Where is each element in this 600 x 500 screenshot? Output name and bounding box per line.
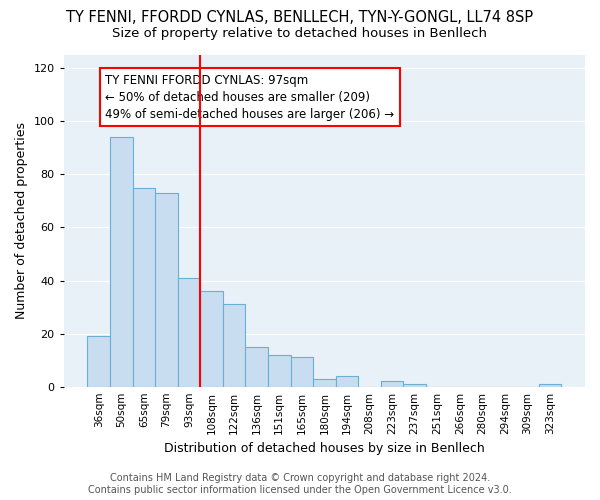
Text: TY FENNI, FFORDD CYNLAS, BENLLECH, TYN-Y-GONGL, LL74 8SP: TY FENNI, FFORDD CYNLAS, BENLLECH, TYN-Y… — [67, 10, 533, 25]
Bar — [381, 382, 403, 386]
Text: Contains HM Land Registry data © Crown copyright and database right 2024.
Contai: Contains HM Land Registry data © Crown c… — [88, 474, 512, 495]
Bar — [313, 378, 335, 386]
Bar — [245, 347, 268, 387]
Bar — [290, 358, 313, 386]
Bar — [155, 193, 178, 386]
Bar — [178, 278, 200, 386]
Bar — [223, 304, 245, 386]
Bar — [88, 336, 110, 386]
Text: TY FENNI FFORDD CYNLAS: 97sqm
← 50% of detached houses are smaller (209)
49% of : TY FENNI FFORDD CYNLAS: 97sqm ← 50% of d… — [106, 74, 395, 120]
Bar — [403, 384, 426, 386]
X-axis label: Distribution of detached houses by size in Benllech: Distribution of detached houses by size … — [164, 442, 485, 455]
Y-axis label: Number of detached properties: Number of detached properties — [15, 122, 28, 320]
Bar — [200, 291, 223, 386]
Bar — [133, 188, 155, 386]
Bar — [539, 384, 562, 386]
Bar — [335, 376, 358, 386]
Bar — [110, 138, 133, 386]
Bar — [268, 355, 290, 386]
Text: Size of property relative to detached houses in Benllech: Size of property relative to detached ho… — [113, 28, 487, 40]
